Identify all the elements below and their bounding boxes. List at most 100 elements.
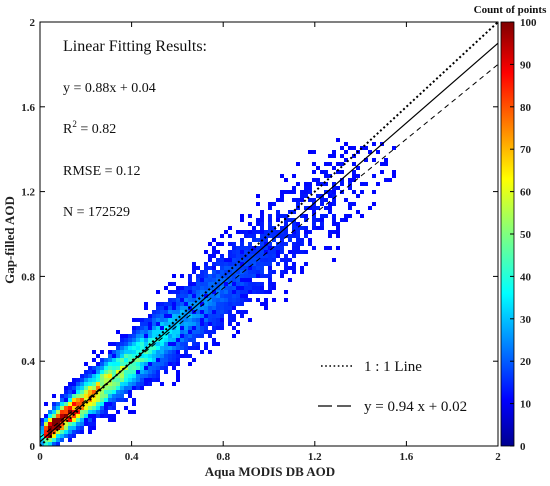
- heatmap-cell: [56, 422, 60, 426]
- heatmap-cell: [140, 350, 144, 354]
- heatmap-cell: [208, 290, 212, 294]
- heatmap-cell: [128, 334, 132, 338]
- heatmap-cell: [304, 226, 308, 230]
- plot-frame: [39, 21, 499, 447]
- heatmap-cell: [272, 250, 276, 254]
- heatmap-cell: [168, 282, 172, 286]
- heatmap-cell: [208, 350, 212, 354]
- heatmap-cell: [200, 274, 204, 278]
- heatmap-cell: [268, 258, 272, 262]
- heatmap-cell: [280, 190, 284, 194]
- heatmap-cell: [108, 374, 112, 378]
- heatmap-cell: [116, 342, 120, 346]
- heatmap-cell: [84, 422, 88, 426]
- heatmap-cell: [176, 346, 180, 350]
- heatmap-cell: [116, 354, 120, 358]
- heatmap-cell: [136, 330, 140, 334]
- heatmap-cell: [232, 262, 236, 266]
- heatmap-cell: [240, 310, 244, 314]
- heatmap-cell: [236, 258, 240, 262]
- heatmap-cell: [220, 274, 224, 278]
- heatmap-cell: [268, 214, 272, 218]
- heatmap-cell: [204, 298, 208, 302]
- heatmap-cell: [212, 266, 216, 270]
- heatmap-cell: [240, 266, 244, 270]
- heatmap-cell: [248, 262, 252, 266]
- heatmap-cell: [92, 374, 96, 378]
- heatmap-cell: [84, 370, 88, 374]
- heatmap-cell: [248, 242, 252, 246]
- heatmap-cell: [240, 254, 244, 258]
- heatmap-cell: [104, 398, 108, 402]
- heatmap-cell: [116, 386, 120, 390]
- heatmap-cell: [156, 290, 160, 294]
- heatmap-cell: [88, 422, 92, 426]
- heatmap-cell: [308, 186, 312, 190]
- heatmap-cell: [44, 442, 48, 446]
- heatmap-cell: [204, 286, 208, 290]
- heatmap-cell: [300, 266, 304, 270]
- heatmap-cell: [140, 362, 144, 366]
- heatmap-cell: [60, 422, 64, 426]
- heatmap-cell: [320, 214, 324, 218]
- heatmap-cell: [212, 306, 216, 310]
- heatmap-cell: [316, 218, 320, 222]
- heatmap-cell: [100, 410, 104, 414]
- heatmap-cell: [312, 170, 316, 174]
- heatmap-cell: [336, 138, 340, 142]
- heatmap-cell: [220, 258, 224, 262]
- heatmap-cell: [136, 338, 140, 342]
- heatmap-cell: [292, 222, 296, 226]
- heatmap-cell: [268, 230, 272, 234]
- heatmap-cell: [292, 234, 296, 238]
- heatmap-cell: [76, 426, 80, 430]
- heatmap-cell: [60, 402, 64, 406]
- heatmap-cell: [132, 346, 136, 350]
- heatmap-cell: [128, 382, 132, 386]
- heatmap-cell: [236, 302, 240, 306]
- heatmap-cell: [148, 322, 152, 326]
- heatmap-cell: [228, 310, 232, 314]
- heatmap-cell: [156, 366, 160, 370]
- heatmap-cell: [232, 250, 236, 254]
- heatmap-cell: [284, 290, 288, 294]
- heatmap-cell: [180, 298, 184, 302]
- heatmap-cell: [100, 402, 104, 406]
- heatmap-cell: [116, 382, 120, 386]
- x-tick-label: 1.6: [400, 451, 414, 463]
- heatmap-cell: [212, 314, 216, 318]
- fit-results-heading: Linear Fitting Results:: [63, 38, 207, 55]
- heatmap-cell: [232, 306, 236, 310]
- heatmap-cell: [328, 230, 332, 234]
- heatmap-cell: [296, 222, 300, 226]
- heatmap-cell: [172, 310, 176, 314]
- heatmap-cell: [52, 426, 56, 430]
- heatmap-cell: [312, 162, 316, 166]
- heatmap-cell: [128, 386, 132, 390]
- heatmap-cell: [68, 402, 72, 406]
- heatmap-cell: [336, 162, 340, 166]
- heatmap-cell: [296, 234, 300, 238]
- heatmap-cell: [140, 382, 144, 386]
- heatmap-cell: [128, 390, 132, 394]
- heatmap-cell: [64, 386, 68, 390]
- heatmap-cell: [172, 290, 176, 294]
- heatmap-cell: [144, 374, 148, 378]
- heatmap-cell: [220, 290, 224, 294]
- heatmap-cell: [56, 410, 60, 414]
- heatmap-cell: [148, 346, 152, 350]
- heatmap-cell: [280, 250, 284, 254]
- heatmap-cell: [296, 250, 300, 254]
- heatmap-cell: [264, 302, 268, 306]
- heatmap-cell: [120, 338, 124, 342]
- heatmap-cell: [52, 402, 56, 406]
- heatmap-cell: [88, 430, 92, 434]
- heatmap-cell: [108, 358, 112, 362]
- heatmap-cell: [184, 342, 188, 346]
- heatmap-cell: [164, 338, 168, 342]
- heatmap-cell: [64, 394, 68, 398]
- heatmap-cell: [96, 410, 100, 414]
- heatmap-cell: [64, 414, 68, 418]
- heatmap-cell: [40, 430, 44, 434]
- heatmap-cell: [256, 270, 260, 274]
